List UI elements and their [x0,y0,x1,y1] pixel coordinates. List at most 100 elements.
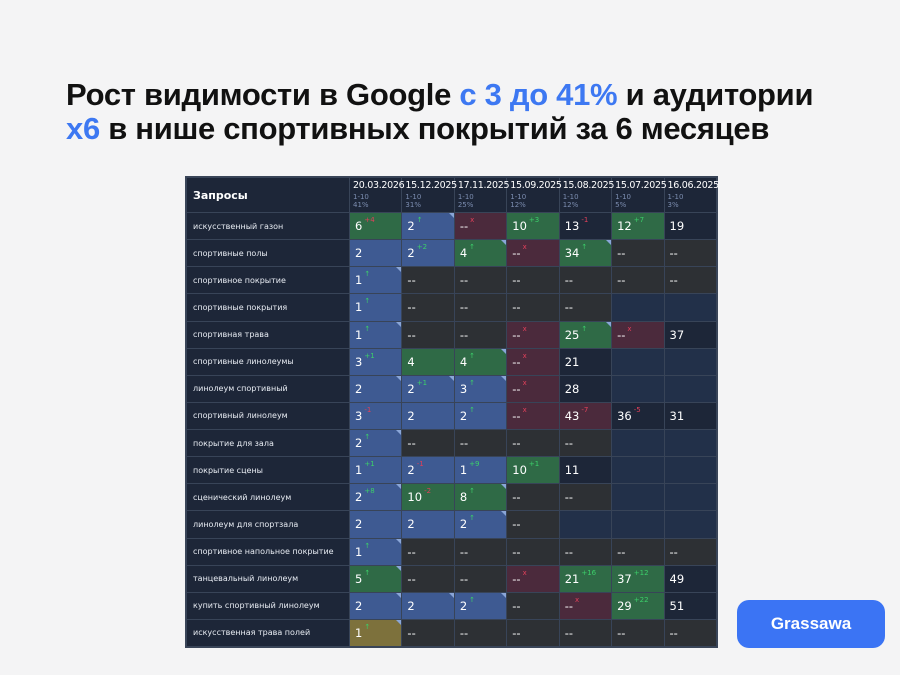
position-cell: 2 ↑ [453,510,508,539]
note-corner-icon [396,538,402,544]
keyword-cell: спортивный линолеум [186,401,350,431]
note-corner-icon [396,592,402,598]
position-value: 12 [617,219,632,234]
position-change: x [470,216,475,225]
position-value: 13 [564,219,580,234]
position-value: -- [407,300,416,315]
keyword-cell: спортивное покрытие [186,266,350,295]
position-value: 4 [407,354,415,369]
position-cell: -- [663,266,718,295]
position-value: -- [512,354,521,369]
keyword-cell: спортивные линолеумы [186,347,350,376]
table-row: спортивные линолеумы 3 +1 4 4 ↑ -- x 21 [186,347,718,376]
position-cell [663,483,718,512]
table-row: спортивные полы 2 2 +2 4 ↑ -- x 34 ↑ -- -- [186,239,718,268]
position-value: 2 [355,381,363,396]
position-change: ↑ [364,622,371,631]
note-corner-icon [396,267,402,273]
position-value: 2 [407,246,415,261]
column-date: 17.11.2025 [457,180,510,191]
note-corner-icon [396,619,402,625]
position-cell [611,374,665,403]
position-value: -- [459,327,469,342]
position-value: -- [459,219,469,234]
title-part2: и аудитории [617,77,814,112]
position-value: 37 [617,571,632,586]
note-corner-icon [501,511,507,517]
position-cell: 5 ↑ [348,564,403,593]
position-cell: 34 ↑ [558,239,613,268]
keyword-cell: танцевальный линолеум [186,564,350,593]
position-cell: 1 ↑ [348,266,403,295]
position-cell: -- [506,618,560,648]
position-cell: -- [558,266,613,295]
position-cell: 3 +1 [348,347,403,376]
position-value: 10 [512,463,527,478]
note-corner-icon [396,484,402,490]
position-value: 10 [512,219,527,234]
position-value: 3 [355,354,363,369]
position-value: -- [407,571,416,586]
position-cell: 19 [663,211,718,241]
column-date: 20.03.2026 [353,180,405,191]
table-row: линолеум спортивный 2 2 +1 3 ↑ -- x 28 [186,374,718,403]
position-value: 2 [355,490,363,505]
position-change: -1 [364,405,372,414]
position-cell: 12 +7 [611,211,665,241]
column-range: 1-10 [667,193,684,201]
column-visibility-percent: 3% [667,201,679,209]
position-cell: 11 [558,456,613,485]
column-visibility-percent: 25% [457,201,474,209]
table-row: линолеум для спортзала 2 2 2 ↑ -- [186,510,718,539]
note-corner-icon [501,484,507,490]
position-value: 2 [407,219,415,234]
table-row: танцевальный линолеум 5 ↑ -- -- -- x 21 +16 37 +12… [186,564,718,593]
position-value: -- [512,273,521,288]
position-value: 51 [669,598,685,613]
position-cell [663,456,718,485]
position-cell: -- [401,537,455,566]
position-change: ↑ [469,351,476,360]
position-value: 1 [355,544,363,559]
position-value: -- [512,381,521,396]
position-value: 1 [355,300,363,315]
position-value: -- [512,517,521,532]
position-value: 2 [407,381,415,396]
note-corner-icon [606,240,612,246]
position-value: 2 [407,517,415,532]
position-cell [663,347,718,376]
position-value: 1 [355,273,363,288]
position-cell: 8 ↑ [453,483,508,512]
position-cell: -- x [506,374,560,403]
position-value: -- [512,436,521,451]
position-cell: 2 ↑ [348,428,403,458]
position-cell: -- [611,537,665,566]
position-change: +1 [416,378,428,387]
position-change: x [522,378,527,387]
position-value: 4 [459,354,468,369]
position-value: -- [459,544,469,559]
position-cell: -- [663,618,718,648]
keyword-cell: спортивное напольное покрытие [186,537,350,566]
brand-button[interactable]: Grassawa [737,600,885,648]
position-value: -- [459,436,469,451]
position-value: 10 [407,490,423,505]
position-value: -- [512,598,521,613]
keyword-cell: покрытие для зала [186,428,350,458]
position-cell: 13 -1 [558,211,613,241]
position-value: 37 [669,327,685,342]
note-corner-icon [396,430,402,435]
position-change: ↑ [364,324,371,333]
table-row: спортивная трава 1 ↑ -- -- -- x 25 ↑ -- x 37 [186,320,718,349]
position-value: 2 [355,436,363,451]
position-cell: 1 ↑ [348,320,403,349]
position-value: 25 [564,327,580,342]
column-range: 1-10 [615,193,631,201]
position-change: ↑ [364,568,371,577]
position-cell: 2 ↑ [453,401,508,431]
position-value: -- [669,246,678,261]
position-cell: 3 -1 [348,401,403,431]
position-cell: 10 +1 [506,456,560,485]
position-change: x [522,351,527,360]
position-value: -- [512,544,521,559]
